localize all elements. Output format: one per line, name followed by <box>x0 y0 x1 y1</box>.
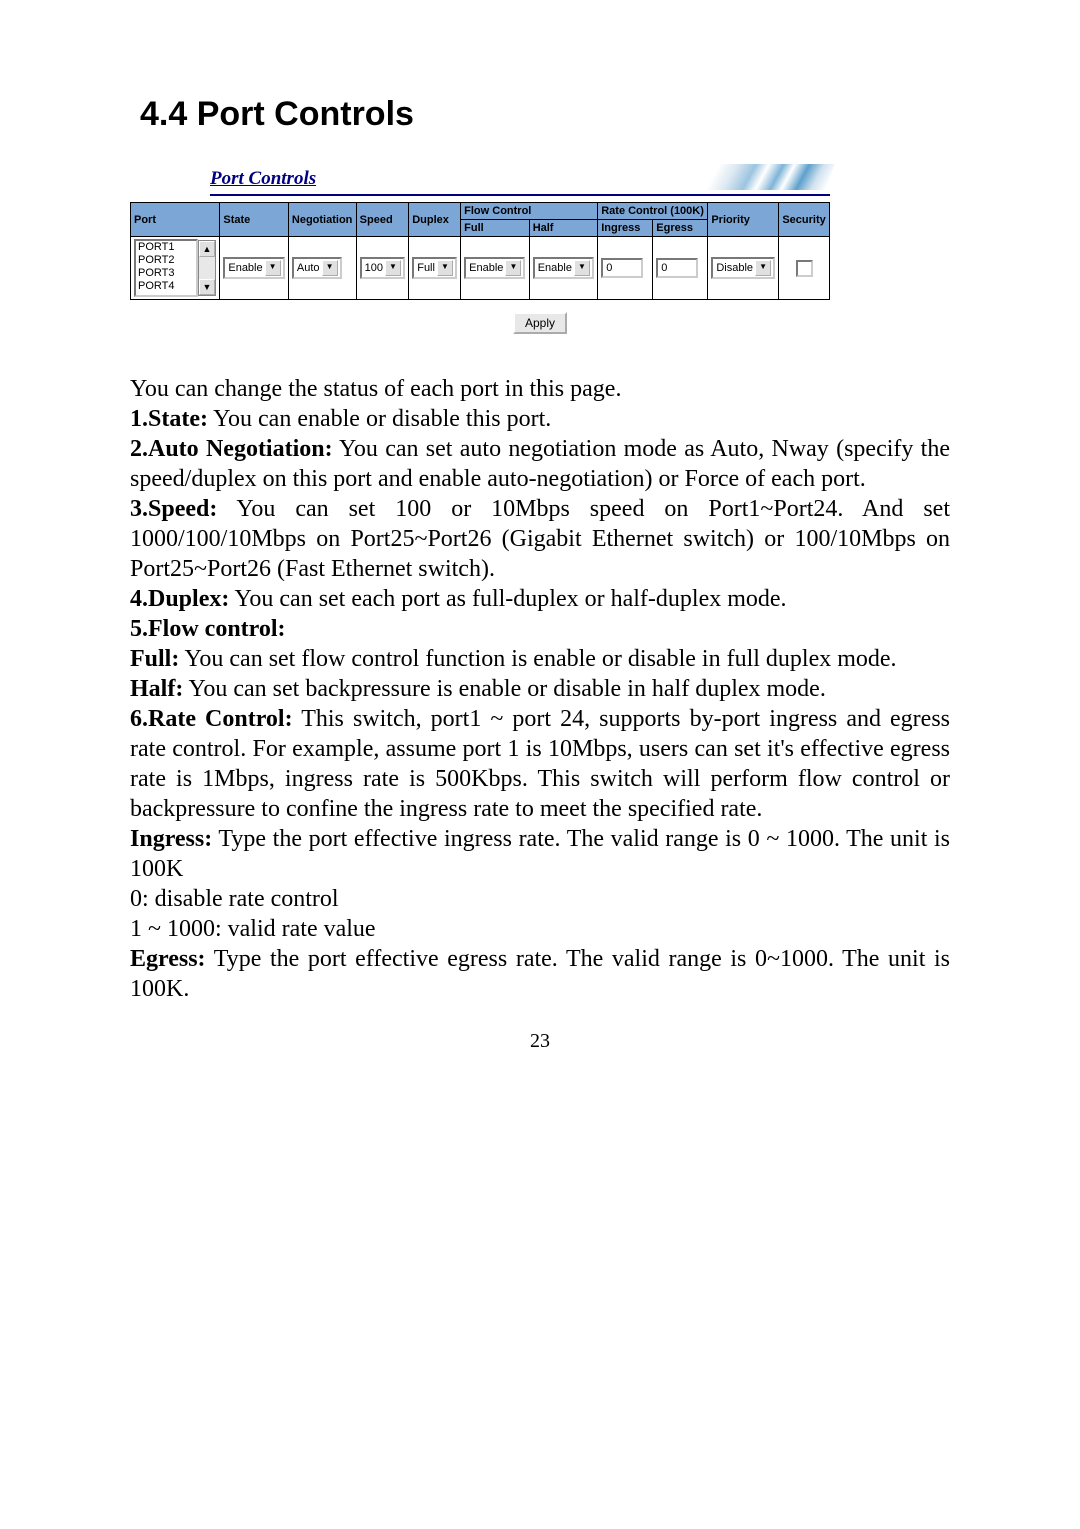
text-duplex: You can set each port as full-duplex or … <box>229 586 786 612</box>
body-text: You can change the status of each port i… <box>130 374 950 1004</box>
negotiation-select[interactable]: Auto▼ <box>292 257 342 279</box>
duplex-select[interactable]: Full▼ <box>412 257 457 279</box>
list-item[interactable]: PORT2 <box>136 254 196 267</box>
table-row: PORT1 PORT2 PORT3 PORT4 ▲ ▼ Enable▼ Auto… <box>131 237 830 300</box>
select-value: Enable <box>228 262 262 274</box>
scroll-down-icon[interactable]: ▼ <box>199 279 215 295</box>
col-speed: Speed <box>356 203 409 237</box>
port-controls-screenshot: Port Controls Port State Negotiation Spe… <box>130 164 950 334</box>
section-heading: 4.4 Port Controls <box>140 95 950 134</box>
col-half: Half <box>529 220 598 237</box>
chevron-down-icon: ▼ <box>505 260 521 276</box>
select-value: Disable <box>716 262 753 274</box>
scroll-up-icon[interactable]: ▲ <box>199 241 215 257</box>
security-checkbox[interactable] <box>796 260 813 277</box>
col-port: Port <box>131 203 220 237</box>
panel-title: Port Controls <box>210 168 316 190</box>
col-egress: Egress <box>653 220 708 237</box>
label-state: 1.State: <box>130 406 208 432</box>
speed-select[interactable]: 100▼ <box>360 257 405 279</box>
col-priority: Priority <box>708 203 779 237</box>
label-autoneg: 2.Auto Negotiation: <box>130 436 333 462</box>
label-flowcontrol: 5.Flow control: <box>130 616 286 642</box>
col-negotiation: Negotiation <box>288 203 356 237</box>
chevron-down-icon: ▼ <box>574 260 590 276</box>
text-full: You can set flow control function is ena… <box>179 646 896 672</box>
port-listbox[interactable]: PORT1 PORT2 PORT3 PORT4 <box>134 239 198 297</box>
label-egress: Egress: <box>130 946 206 972</box>
text-ingress: Type the port effective ingress rate. Th… <box>130 826 950 882</box>
text-speed: You can set 100 or 10Mbps speed on Port1… <box>130 496 950 582</box>
flow-half-select[interactable]: Enable▼ <box>533 257 594 279</box>
label-ingress: Ingress: <box>130 826 212 852</box>
chevron-down-icon: ▼ <box>322 260 338 276</box>
col-full: Full <box>461 220 530 237</box>
text-egress: Type the port effective egress rate. The… <box>130 946 950 1002</box>
egress-input[interactable]: 0 <box>656 258 698 278</box>
col-duplex: Duplex <box>409 203 461 237</box>
col-security: Security <box>779 203 830 237</box>
text-state: You can enable or disable this port. <box>208 406 551 432</box>
priority-select[interactable]: Disable▼ <box>711 257 775 279</box>
text-half: You can set backpressure is enable or di… <box>183 676 826 702</box>
col-ratecontrol: Rate Control (100K) <box>598 203 708 220</box>
label-full: Full: <box>130 646 179 672</box>
state-select[interactable]: Enable▼ <box>223 257 284 279</box>
label-duplex: 4.Duplex: <box>130 586 229 612</box>
list-item[interactable]: PORT3 <box>136 267 196 280</box>
col-ingress: Ingress <box>598 220 653 237</box>
text-ingress-2: 0: disable rate control <box>130 886 339 912</box>
ingress-input[interactable]: 0 <box>601 258 643 278</box>
flow-full-select[interactable]: Enable▼ <box>464 257 525 279</box>
scrollbar[interactable]: ▲ ▼ <box>198 240 216 296</box>
intro-text: You can change the status of each port i… <box>130 376 621 402</box>
list-item[interactable]: PORT4 <box>136 280 196 293</box>
label-speed: 3.Speed: <box>130 496 217 522</box>
select-value: Full <box>417 262 435 274</box>
label-ratecontrol: 6.Rate Control: <box>130 706 293 732</box>
page-number: 23 <box>130 1030 950 1053</box>
title-decoration <box>645 164 834 190</box>
port-controls-table: Port State Negotiation Speed Duplex Flow… <box>130 202 830 300</box>
select-value: Enable <box>469 262 503 274</box>
text-ingress-3: 1 ~ 1000: valid rate value <box>130 916 376 942</box>
select-value: 100 <box>365 262 383 274</box>
select-value: Auto <box>297 262 320 274</box>
list-item[interactable]: PORT1 <box>136 241 196 254</box>
chevron-down-icon: ▼ <box>385 260 401 276</box>
chevron-down-icon: ▼ <box>437 260 453 276</box>
label-half: Half: <box>130 676 183 702</box>
chevron-down-icon: ▼ <box>265 260 281 276</box>
chevron-down-icon: ▼ <box>755 260 771 276</box>
col-flowcontrol: Flow Control <box>461 203 598 220</box>
apply-button[interactable]: Apply <box>513 312 567 334</box>
col-state: State <box>220 203 289 237</box>
select-value: Enable <box>538 262 572 274</box>
